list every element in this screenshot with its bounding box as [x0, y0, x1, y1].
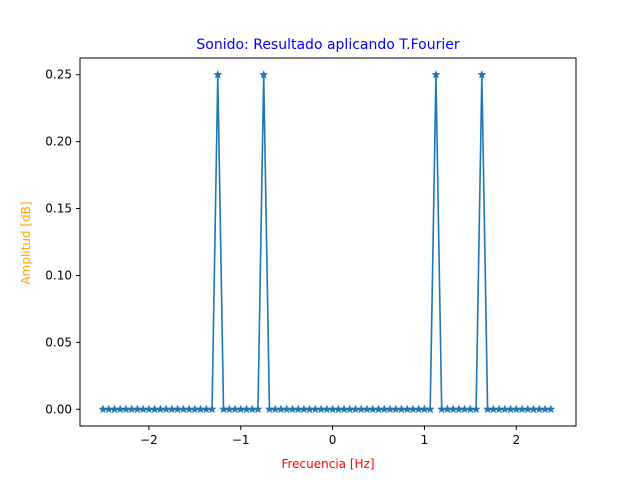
x-tick-label: 2	[512, 433, 520, 447]
data-point-marker	[477, 69, 487, 79]
plot-area	[79, 57, 577, 427]
x-tick-label: −2	[140, 433, 158, 447]
data-point-marker	[213, 69, 223, 79]
data-point-marker	[207, 404, 217, 414]
plot-frame	[79, 57, 577, 427]
x-tick-label: 0	[329, 433, 337, 447]
x-tick-label: −1	[232, 433, 250, 447]
data-point-marker	[259, 69, 269, 79]
y-tick-label: 0.00	[45, 402, 72, 416]
data-point-marker	[546, 404, 556, 414]
y-tick-label: 0.25	[45, 68, 72, 82]
y-axis-ticks: 0.00 0.05 0.10 0.15 0.20 0.25	[45, 68, 80, 416]
data-point-marker	[431, 69, 441, 79]
y-tick-label: 0.15	[45, 202, 72, 216]
y-axis-label: Amplitud [dB]	[19, 201, 33, 284]
data-point-marker	[425, 404, 435, 414]
y-tick-label: 0.20	[45, 135, 72, 149]
y-tick-label: 0.10	[45, 268, 72, 282]
data-point-marker	[471, 404, 481, 414]
series-line	[102, 73, 551, 411]
x-axis-ticks: −2 −1 0 1 2	[140, 426, 520, 447]
y-tick-label: 0.05	[45, 335, 72, 349]
x-tick-label: 1	[421, 433, 429, 447]
chart-title: Sonido: Resultado aplicando T.Fourier	[196, 37, 459, 53]
series-layer	[98, 69, 556, 414]
x-axis-label: Frecuencia [Hz]	[281, 457, 374, 471]
data-point-marker	[253, 404, 263, 414]
